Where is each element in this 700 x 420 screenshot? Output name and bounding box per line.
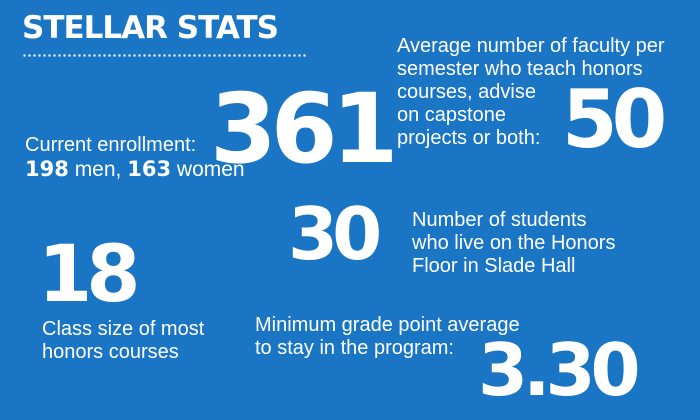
faculty-label-line: semester who teach honors — [397, 58, 643, 80]
honors-floor-label-line: Floor in Slade Hall — [412, 255, 576, 277]
enrollment-label: Current enrollment: — [25, 134, 197, 156]
men-label: men, — [74, 158, 122, 181]
class-size-label: Class size of most honors courses — [42, 318, 204, 364]
class-size-label-line: Class size of most — [42, 318, 205, 340]
women-count: 163 — [127, 157, 172, 181]
gpa-label: Minimum grade point average to stay in t… — [255, 314, 520, 360]
gpa-label-line: to stay in the program: — [255, 337, 454, 359]
page-title: STELLAR STATS — [22, 10, 279, 46]
enrollment-breakdown: 198 men, 163 women — [25, 157, 245, 182]
gpa-label-line: Minimum grade point average — [255, 314, 520, 336]
faculty-label-line: courses, advise — [397, 81, 536, 103]
faculty-label-line: on capstone — [397, 104, 506, 126]
faculty-label-line: projects or both: — [397, 127, 541, 149]
honors-floor-label-line: Number of students — [412, 209, 587, 231]
class-size-label-line: honors courses — [42, 341, 179, 363]
honors-floor-label-line: who live on the Honors — [412, 232, 616, 254]
honors-floor-label: Number of students who live on the Honor… — [412, 209, 615, 278]
honors-floor-value: 30 — [288, 192, 382, 276]
faculty-label: Average number of faculty per semester w… — [397, 35, 665, 150]
dotted-divider — [22, 54, 308, 57]
faculty-value: 50 — [562, 73, 667, 166]
women-label: women — [176, 158, 245, 181]
gpa-value: 3.30 — [478, 328, 641, 412]
class-size-value: 18 — [38, 230, 141, 320]
men-count: 198 — [25, 157, 69, 181]
faculty-label-line: Average number of faculty per — [397, 35, 665, 57]
enrollment-value: 361 — [210, 73, 398, 185]
